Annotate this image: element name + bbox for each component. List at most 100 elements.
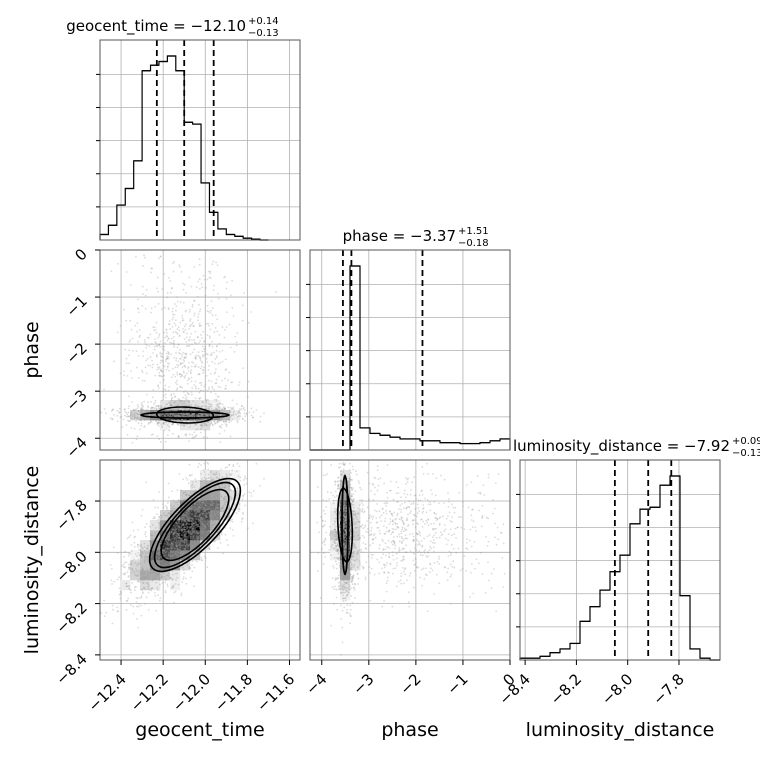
scatter-point — [231, 381, 234, 384]
scatter-point — [182, 301, 185, 304]
scatter-point — [344, 507, 347, 510]
scatter-point — [156, 567, 159, 570]
scatter-point — [215, 477, 218, 480]
scatter-point — [160, 413, 163, 416]
scatter-point — [140, 408, 143, 411]
scatter-point — [208, 344, 211, 347]
scatter-point — [174, 412, 177, 415]
scatter-point — [263, 412, 265, 415]
scatter-point — [182, 550, 185, 553]
scatter-point — [158, 523, 161, 526]
scatter-point — [246, 395, 249, 398]
scatter-point — [344, 507, 347, 510]
scatter-point — [200, 520, 202, 523]
scatter-point — [216, 318, 219, 321]
scatter-point — [144, 588, 147, 590]
scatter-point — [141, 566, 144, 569]
density-cell — [340, 560, 351, 571]
scatter-point — [149, 421, 151, 424]
scatter-point — [142, 568, 144, 570]
scatter-point — [161, 375, 163, 378]
scatter-point — [145, 547, 148, 550]
density-cell — [190, 410, 201, 421]
scatter-point — [225, 418, 228, 421]
density-cell — [330, 540, 341, 551]
scatter-point — [131, 441, 134, 444]
scatter-point — [152, 569, 154, 572]
scatter-point — [421, 544, 424, 547]
scatter-point — [189, 308, 191, 311]
scatter-point — [190, 524, 193, 527]
density-cell — [330, 510, 341, 521]
scatter-point — [193, 314, 196, 317]
scatter-point — [197, 525, 200, 528]
scatter-point — [206, 518, 209, 521]
scatter-point — [392, 531, 394, 534]
scatter-point — [157, 559, 160, 562]
density-cell — [220, 490, 231, 501]
scatter-point — [433, 534, 436, 537]
scatter-point — [136, 597, 139, 599]
scatter-point — [213, 508, 216, 511]
scatter-point — [170, 509, 172, 512]
scatter-point — [197, 532, 200, 535]
scatter-point — [158, 572, 161, 575]
scatter-point — [223, 328, 226, 331]
scatter-point — [229, 527, 232, 530]
scatter-point — [223, 429, 226, 432]
scatter-point — [168, 511, 170, 514]
scatter-point — [198, 325, 201, 328]
scatter-point — [145, 596, 148, 599]
scatter-point — [188, 545, 190, 548]
scatter-point — [161, 564, 164, 567]
scatter-point — [344, 519, 347, 522]
scatter-point — [180, 529, 183, 531]
scatter-point — [213, 420, 216, 423]
scatter-point — [161, 370, 164, 373]
scatter-point — [210, 501, 213, 504]
scatter-point — [160, 556, 163, 559]
scatter-point — [201, 422, 204, 425]
scatter-point — [132, 605, 135, 608]
scatter-point — [339, 581, 341, 583]
scatter-point — [354, 597, 356, 599]
scatter-point — [344, 544, 347, 547]
scatter-point — [184, 374, 187, 377]
scatter-point — [206, 334, 209, 336]
scatter-point — [173, 401, 176, 404]
scatter-point — [360, 488, 363, 491]
scatter-point — [208, 388, 210, 391]
scatter-point — [201, 529, 204, 532]
scatter-point — [169, 555, 171, 558]
scatter-point — [172, 422, 175, 425]
scatter-point — [189, 542, 192, 545]
scatter-point — [198, 506, 201, 509]
scatter-point — [175, 521, 178, 524]
scatter-point — [169, 403, 172, 406]
scatter-point — [159, 583, 161, 586]
scatter-point — [180, 524, 183, 526]
scatter-point — [194, 330, 197, 333]
scatter-point — [406, 506, 409, 509]
scatter-point — [177, 536, 180, 539]
scatter-point — [181, 420, 184, 422]
density-cell — [170, 540, 181, 551]
scatter-point — [182, 412, 185, 415]
scatter-point — [163, 534, 166, 536]
scatter-point — [158, 413, 161, 416]
scatter-point — [321, 519, 324, 522]
density-cell — [150, 410, 161, 421]
scatter-point — [187, 513, 189, 515]
scatter-point — [220, 468, 223, 471]
scatter-point — [217, 494, 220, 496]
scatter-point — [157, 302, 160, 305]
scatter-point — [184, 548, 186, 550]
scatter-point — [195, 343, 198, 345]
scatter-point — [185, 555, 187, 558]
scatter-point — [188, 426, 191, 428]
scatter-point — [175, 527, 178, 530]
scatter-point — [187, 413, 190, 416]
scatter-point — [203, 424, 206, 427]
scatter-point — [146, 558, 149, 561]
scatter-point — [200, 427, 202, 430]
